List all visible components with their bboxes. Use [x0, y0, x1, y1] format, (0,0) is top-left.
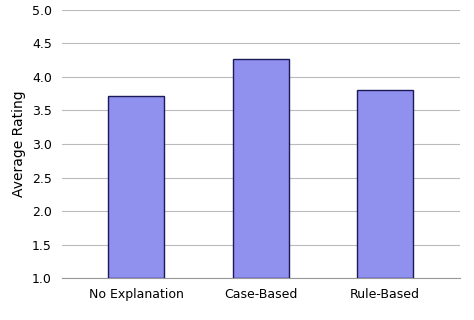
- Bar: [357, 90, 413, 278]
- Bar: [108, 96, 164, 278]
- Bar: [233, 59, 289, 278]
- Y-axis label: Average Rating: Average Rating: [12, 91, 27, 197]
